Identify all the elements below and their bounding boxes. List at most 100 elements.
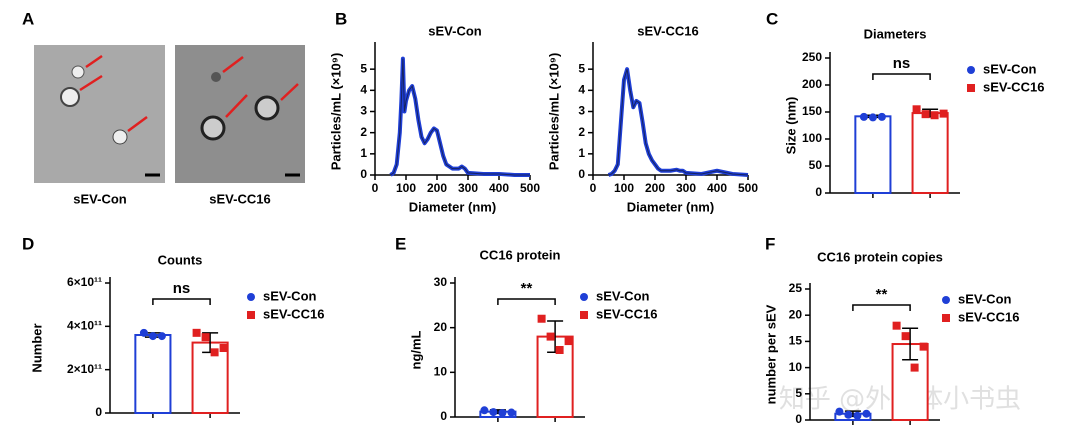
y-tick-label: 5 [360,61,367,75]
data-point [877,112,886,121]
legend-label: sEV-Con [983,61,1037,76]
x-tick-label: 300 [676,181,696,195]
panel-label: B [335,9,347,28]
data-point [157,332,166,341]
x-tick-label: 300 [458,181,478,195]
data-point [859,112,868,121]
y-axis-label: Particles/mL (×10⁹) [546,53,561,171]
bar [134,334,172,414]
chart-title: CC16 protein [480,247,561,262]
legend-marker [942,314,950,322]
tem-image [175,45,305,183]
y-tick-label: 0 [95,405,102,419]
y-axis-label: Number [29,323,44,372]
data-point [537,314,546,323]
vesicle [112,129,128,145]
tem-image [34,45,165,183]
x-tick-label: 0 [590,181,597,195]
x-tick-label: 500 [520,181,540,195]
y-tick-label: 250 [802,50,822,64]
x-tick-label: 100 [396,181,416,195]
y-tick-label: 15 [789,334,803,348]
data-point [210,348,219,357]
vesicle [211,72,221,82]
y-tick-label: 4×10¹¹ [67,319,102,333]
y-axis-label: number per sEV [763,304,778,404]
significance-label: ns [173,280,191,297]
data-point [919,342,928,351]
x-tick-label: 0 [372,181,379,195]
y-tick-label: 20 [434,320,448,334]
x-tick-label: 100 [614,181,634,195]
y-axis-label: Size (nm) [783,97,798,155]
data-point [844,410,853,419]
chart-title: CC16 protein copies [817,249,943,264]
x-tick-label: 500 [738,181,758,195]
data-point [901,332,910,341]
legend-marker [580,311,588,319]
arrows [79,54,299,133]
legend-label: sEV-CC16 [983,79,1044,94]
bar [191,341,229,415]
significance-label: ** [876,286,888,303]
error-bar [902,327,919,361]
data-point [201,333,210,342]
y-tick-label: 1 [578,146,585,160]
y-tick-label: 2×10¹¹ [67,362,102,376]
y-tick-label: 5 [578,61,585,75]
y-axis-label: Particles/mL (×10⁹) [328,53,343,171]
data-point [480,406,489,415]
data-point [148,332,157,341]
y-axis-label: ng/mL [408,330,423,369]
y-tick-label: 4 [360,83,367,97]
data-point [912,105,921,114]
legend-marker [247,293,255,301]
y-tick-label: 1 [360,146,367,160]
y-tick-label: 20 [789,307,803,321]
data-point [892,321,901,330]
x-tick-label: 200 [645,181,665,195]
chart-title: sEV-CC16 [637,23,698,38]
vesicle [60,87,80,107]
data-point [835,407,844,416]
y-tick-label: 10 [434,365,448,379]
x-tick-label: 400 [707,181,727,195]
legend-label: sEV-CC16 [958,309,1019,324]
x-axis-label: Diameter (nm) [627,199,714,214]
significance-bracket [872,73,931,80]
y-tick-label: 30 [434,275,448,289]
size-distribution [389,56,530,177]
data-point [921,110,930,119]
significance-bracket [852,304,911,311]
data-point [910,363,919,372]
data-point [507,408,516,417]
panel-label: A [22,9,34,28]
vesicle [254,95,280,121]
significance-bracket [152,298,211,305]
data-point [498,408,507,417]
y-tick-label: 0 [440,409,447,423]
y-tick-label: 10 [789,360,803,374]
y-tick-label: 5 [795,386,802,400]
chart-title: Counts [158,252,203,267]
y-tick-label: 2 [578,125,585,139]
legend-marker [967,66,975,74]
y-tick-label: 0 [578,167,585,181]
data-point [489,408,498,417]
x-tick-label: 400 [489,181,509,195]
size-distribution-mean [608,69,749,176]
legend-label: sEV-Con [958,291,1012,306]
y-tick-label: 0 [795,412,802,426]
data-point [139,328,148,337]
panel-label: F [765,234,775,253]
y-tick-label: 150 [802,104,822,118]
significance-label: ** [521,280,533,297]
legend-label: sEV-CC16 [596,306,657,321]
y-tick-label: 200 [802,77,822,91]
y-tick-label: 6×10¹¹ [67,275,102,289]
data-point [564,337,573,346]
data-point [853,411,862,420]
legend-marker [942,296,950,304]
y-tick-label: 3 [578,104,585,118]
